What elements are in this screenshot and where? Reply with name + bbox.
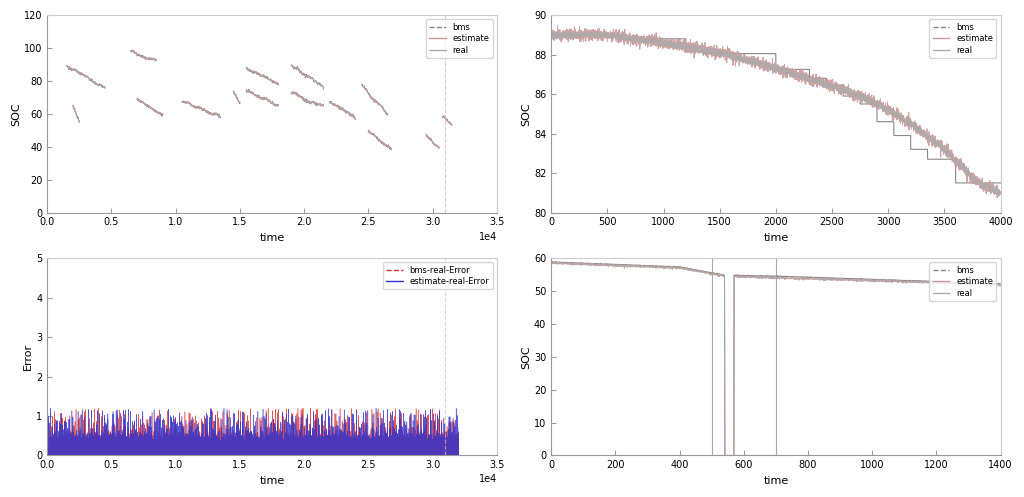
Y-axis label: SOC: SOC [521,345,531,369]
X-axis label: time: time [259,233,285,243]
Legend: bms, estimate, real: bms, estimate, real [426,19,493,58]
Legend: bms, estimate, real: bms, estimate, real [930,19,996,58]
Legend: bms, estimate, real: bms, estimate, real [930,262,996,301]
Y-axis label: Error: Error [24,343,34,370]
Legend: bms-real-Error, estimate-real-Error: bms-real-Error, estimate-real-Error [383,262,493,289]
X-axis label: time: time [763,476,788,486]
Bar [712,258,776,455]
Y-axis label: SOC: SOC [11,102,22,126]
Y-axis label: SOC: SOC [521,102,531,126]
X-axis label: time: time [259,476,285,486]
X-axis label: time: time [763,233,788,243]
